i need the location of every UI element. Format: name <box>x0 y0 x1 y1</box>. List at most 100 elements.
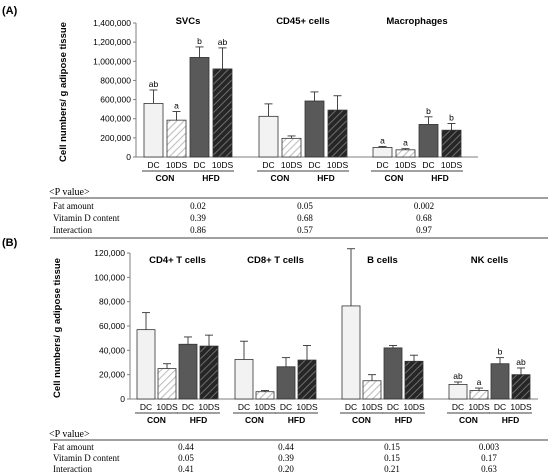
p-row-label: Vitamin D content <box>53 213 120 223</box>
y-tick-label: 1,200,000 <box>93 37 131 47</box>
significance-letter: b <box>426 106 431 116</box>
diet-label-con: CON <box>352 415 371 425</box>
y-tick-label: 60,000 <box>99 321 125 331</box>
bar <box>511 374 531 400</box>
y-tick-label: 0 <box>126 152 131 162</box>
diet-label-con: CON <box>459 415 478 425</box>
significance-letter: ab <box>516 357 526 367</box>
bar <box>199 345 219 400</box>
diet-label-hfd: HFD <box>202 173 219 183</box>
bar <box>469 390 489 400</box>
significance-letter: b <box>197 36 202 46</box>
significance-letter: a <box>477 377 482 387</box>
bar-group-label: 10DS <box>254 402 276 412</box>
p-value-cell: 0.86 <box>190 225 206 235</box>
y-tick-label: 100,000 <box>94 272 125 282</box>
bar-group-label: 10DS <box>441 160 463 170</box>
significance-letter: a <box>403 138 408 148</box>
bar <box>255 391 275 400</box>
bar <box>234 359 254 400</box>
p-value-cell: 0.44 <box>178 442 194 452</box>
p-row-label: Fat amount <box>53 201 94 211</box>
p-value-header: <P value> <box>49 187 90 198</box>
bar <box>341 305 361 400</box>
p-value-cell: 0.97 <box>416 225 432 235</box>
bar <box>395 149 416 158</box>
bar <box>297 359 317 400</box>
bar-group-label: DC <box>345 402 357 412</box>
p-row-label: Interaction <box>53 464 92 474</box>
p-value-cell: 0.68 <box>416 213 432 223</box>
bar <box>372 147 393 158</box>
bar-group-label: DC <box>387 402 399 412</box>
diet-label-con: CON <box>147 415 166 425</box>
bar-group-label: 10DS <box>468 402 490 412</box>
diet-label-hfd: HFD <box>190 415 207 425</box>
diet-label-con: CON <box>156 173 175 183</box>
bar <box>143 103 164 158</box>
bar-group-label: DC <box>140 402 152 412</box>
bar-group-label: 10DS <box>281 160 303 170</box>
p-value-cell: 0.39 <box>278 453 294 463</box>
significance-letter: a <box>380 135 385 145</box>
bar-group-label: 10DS <box>212 160 234 170</box>
bar <box>362 380 382 400</box>
diet-label-hfd: HFD <box>317 173 334 183</box>
significance-letter: ab <box>149 79 159 89</box>
p-value-cell: 0.05 <box>178 453 194 463</box>
bar-group-label: DC <box>376 160 388 170</box>
p-value-cell: 0.17 <box>481 453 497 463</box>
diet-label-con: CON <box>385 173 404 183</box>
diet-label-con: CON <box>245 415 264 425</box>
bar <box>212 68 233 158</box>
bar <box>166 119 187 158</box>
bar <box>327 109 348 158</box>
bar-group-label: 10DS <box>296 402 318 412</box>
chart-panel-a: 0 200,000 400,000 600,000 800,000 1,000,000 1,… <box>49 16 548 239</box>
p-value-cell: 0.39 <box>190 213 206 223</box>
bar-group-label: 10DS <box>403 402 425 412</box>
p-value-cell: 0.05 <box>297 201 313 211</box>
p-value-cell: 0.41 <box>178 464 194 474</box>
y-tick-label: 800,000 <box>100 75 131 85</box>
y-tick-label: 0 <box>120 394 125 404</box>
p-row-label: Fat amount <box>53 442 94 452</box>
significance-letter: ab <box>218 37 228 47</box>
bar <box>418 124 439 158</box>
bar-group-label: DC <box>494 402 506 412</box>
group-title: NK cells <box>471 255 509 266</box>
bar <box>281 137 302 158</box>
bar <box>178 343 198 400</box>
group-title: CD45+ cells <box>276 16 330 27</box>
y-axis-label: Cell numbers/ g adipose tissue <box>58 22 69 162</box>
bar-group-label: 10DS <box>510 402 532 412</box>
y-tick-label: 20,000 <box>99 370 125 380</box>
bar-group-label: DC <box>147 160 159 170</box>
bar <box>189 57 210 158</box>
bar-group-label: 10DS <box>395 160 417 170</box>
y-tick-label: 1,000,000 <box>93 56 131 66</box>
bar <box>448 383 468 400</box>
significance-letter: a <box>174 101 179 111</box>
p-row-label: Interaction <box>53 225 92 235</box>
group-title: SVCs <box>176 16 201 27</box>
bar-group-label: DC <box>238 402 250 412</box>
p-value-cell: 0.20 <box>278 464 294 474</box>
bar-group-label: DC <box>452 402 464 412</box>
bar <box>441 129 462 158</box>
diet-label-con: CON <box>271 173 290 183</box>
panel-label-b: (B) <box>2 237 18 249</box>
bar <box>383 347 403 400</box>
y-axis-label: Cell numbers/ g adipose tissue <box>52 258 63 398</box>
bar-group-label: DC <box>422 160 434 170</box>
bar-group-label: DC <box>308 160 320 170</box>
y-tick-label: 600,000 <box>100 95 131 105</box>
bar-group-label: 10DS <box>166 160 188 170</box>
y-tick-label: 1,400,000 <box>93 18 131 28</box>
p-value-cell: 0.002 <box>414 201 434 211</box>
bar-group-label: 10DS <box>156 402 178 412</box>
bar-group-label: 10DS <box>198 402 220 412</box>
p-value-cell: 0.003 <box>479 442 500 452</box>
diet-label-hfd: HFD <box>395 415 412 425</box>
